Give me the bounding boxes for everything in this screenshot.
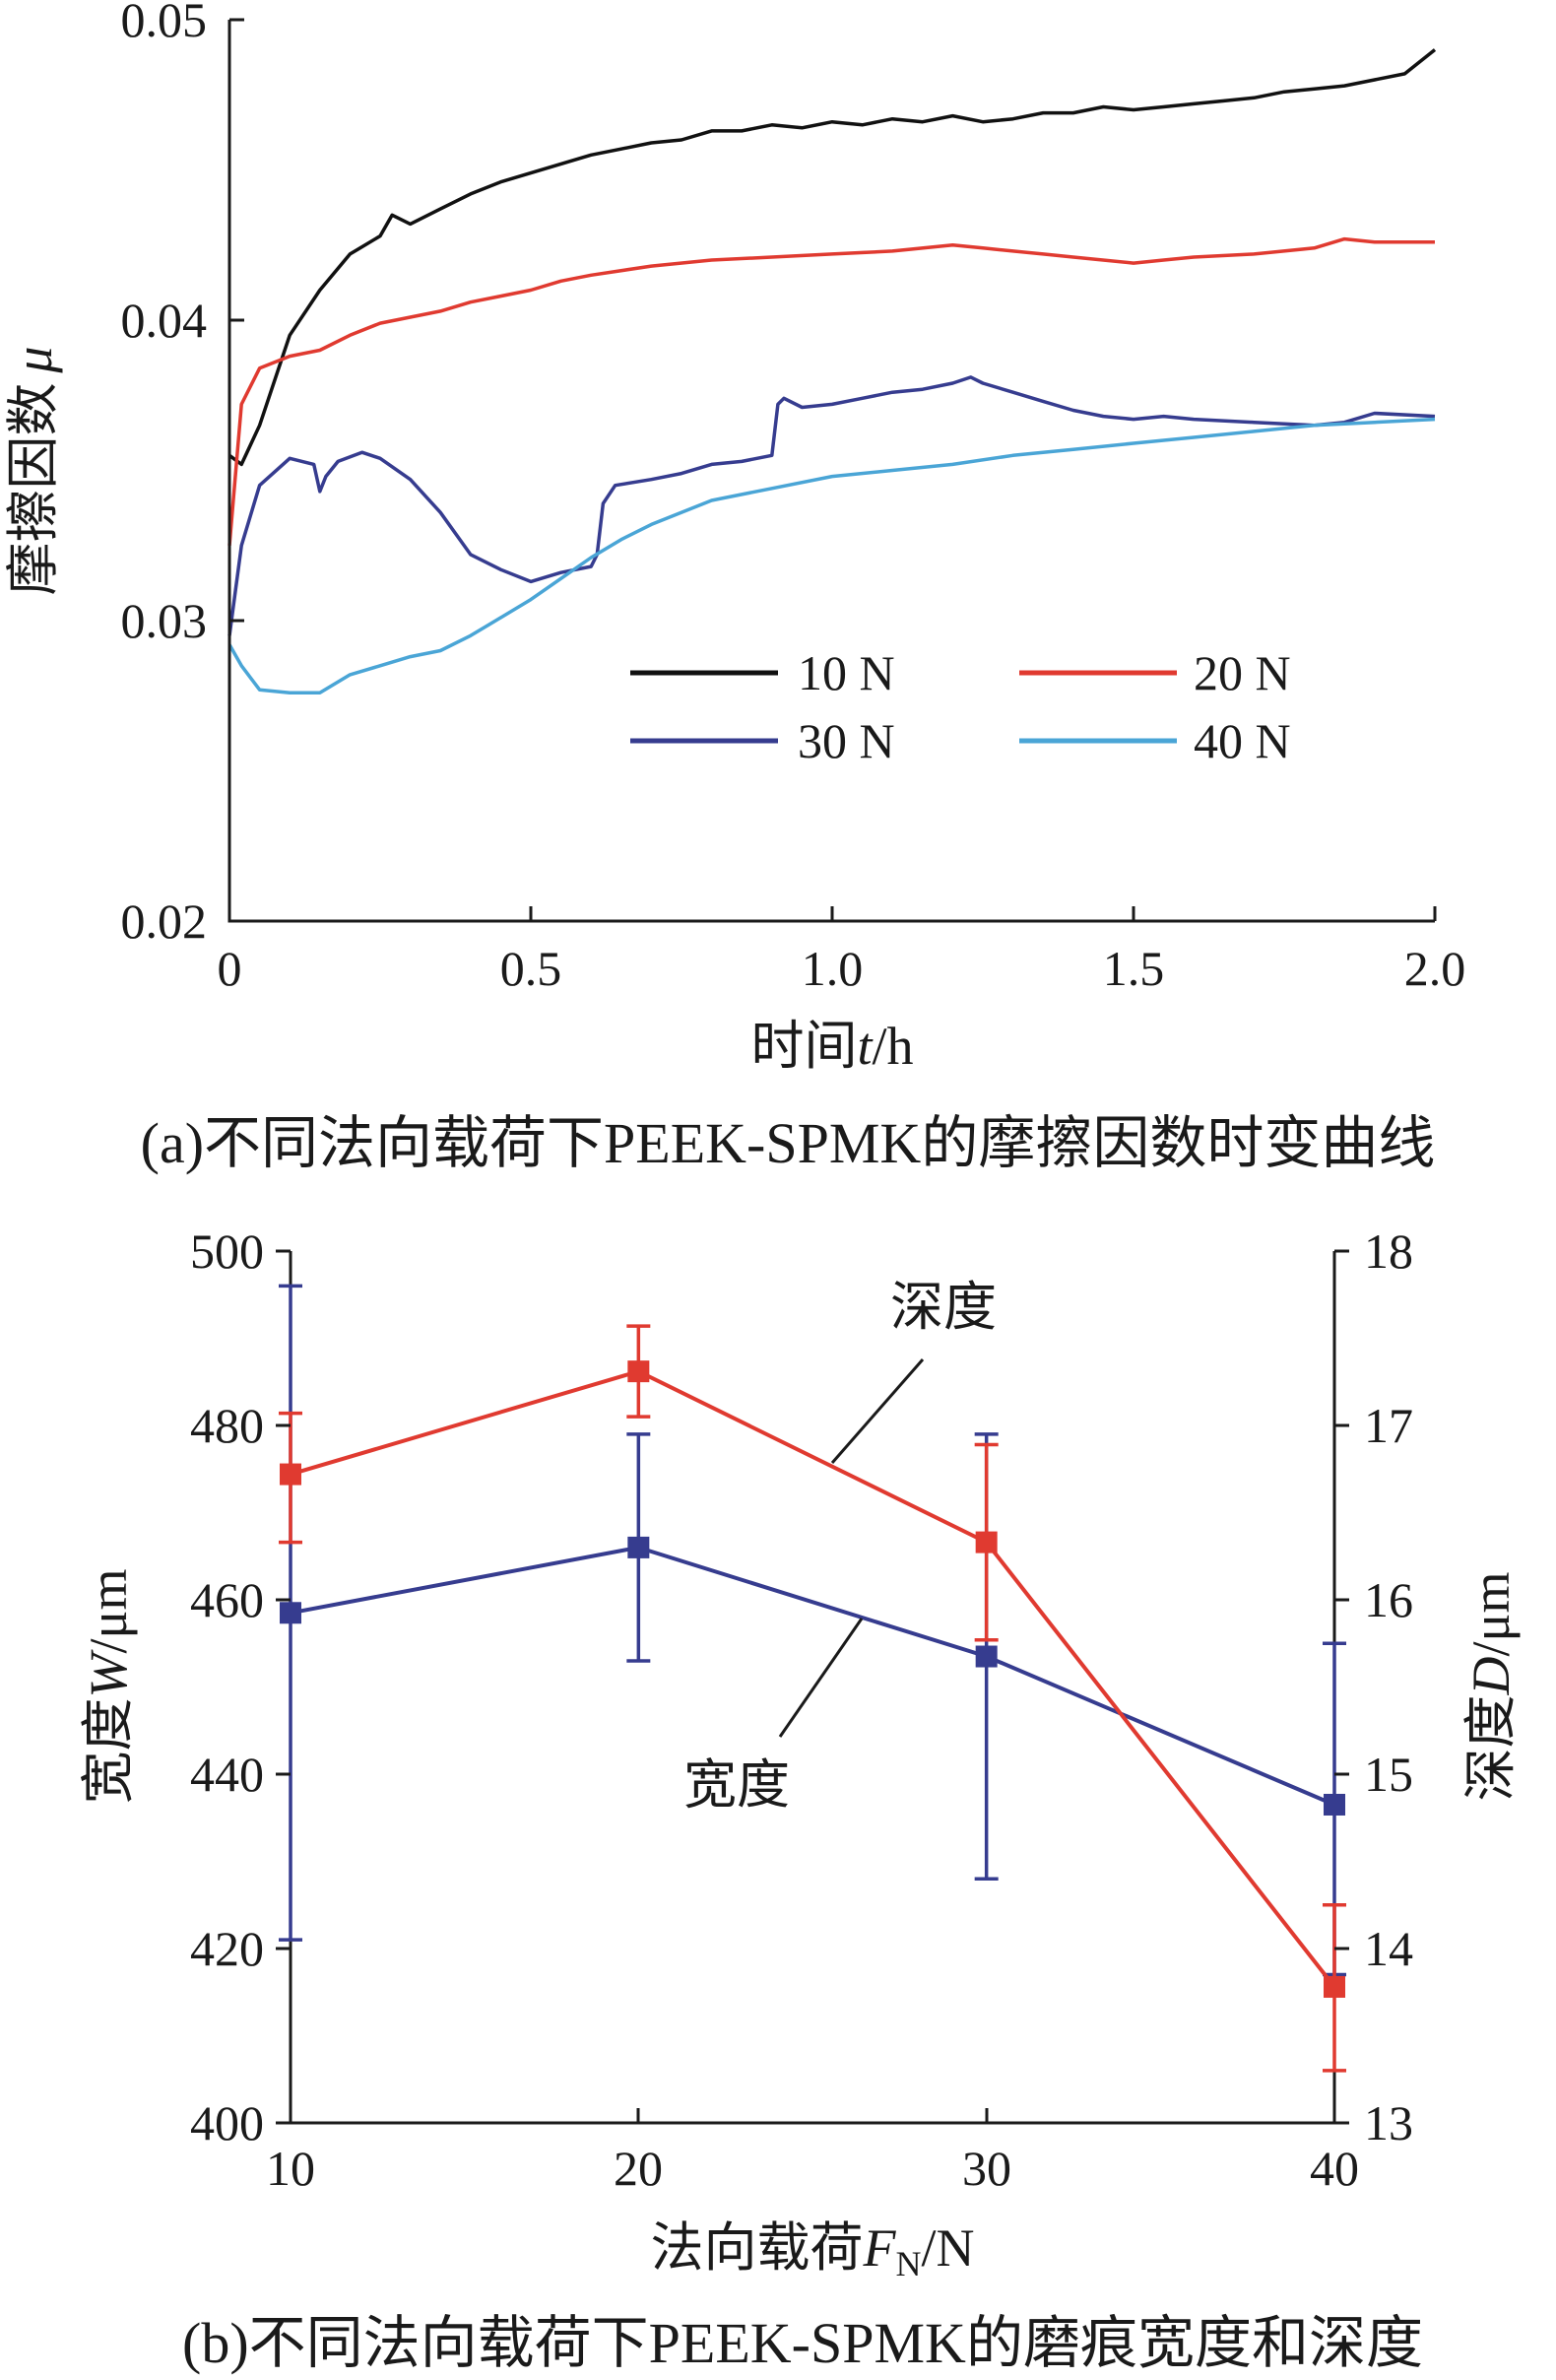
chart-a-legend: 10 N 20 N 30 N 40 N — [630, 645, 1291, 768]
chart-a-xtick-label: 2.0 — [1404, 941, 1466, 996]
chart-b: 10 20 30 40 400 420 440 460 480 500 — [79, 1223, 1521, 2375]
chart-b-ylabel-left: 宽度W/μm — [79, 1569, 138, 1805]
chart-b-xlabel: 法向载荷FN/N — [651, 2218, 975, 2283]
chart-b-ytick-label-right: 16 — [1364, 1572, 1413, 1627]
annotation-width: 宽度 — [683, 1755, 790, 1815]
data-point-depth — [975, 1531, 998, 1554]
data-point-depth — [1324, 1975, 1345, 1998]
legend-label-40n: 40 N — [1194, 713, 1291, 768]
series-line-40n — [227, 417, 1436, 694]
chart-a-caption: (a)不同法向载荷下PEEK-SPMK的摩擦因数时变曲线 — [141, 1111, 1436, 1175]
chart-b-ylabel-right: 深度D/μm — [1461, 1572, 1521, 1802]
annotation-depth: 深度 — [890, 1278, 997, 1337]
annotation-depth-leader — [830, 1358, 925, 1464]
legend-label-30n: 30 N — [798, 713, 895, 768]
chart-b-ytick-label-right: 18 — [1364, 1223, 1413, 1279]
data-point-width — [627, 1536, 650, 1558]
data-point-width — [975, 1645, 998, 1668]
chart-a-xlabel: 时间t/h — [750, 1017, 913, 1076]
chart-a: 0 0.5 1.0 1.5 2.0 0.02 0.03 0.04 0.05 时间… — [4, 0, 1465, 1175]
chart-b-caption: (b)不同法向载荷下PEEK-SPMK的磨痕宽度和深度 — [182, 2311, 1423, 2375]
data-point-width — [280, 1602, 301, 1624]
chart-b-plot — [279, 1284, 1346, 2073]
chart-b-yticks-left: 400 420 440 460 480 500 — [190, 1223, 291, 2150]
data-point-depth — [280, 1463, 301, 1486]
series-line-30n — [227, 375, 1436, 636]
chart-b-yticks-right: 13 14 15 16 17 18 — [1334, 1223, 1413, 2150]
chart-a-xticks: 0 0.5 1.0 1.5 2.0 — [218, 906, 1466, 996]
chart-b-ytick-label-left: 480 — [190, 1398, 264, 1453]
chart-a-yticks: 0.02 0.03 0.04 0.05 — [121, 0, 244, 949]
chart-b-axes — [289, 1251, 1336, 2125]
chart-b-ytick-label-right: 17 — [1364, 1398, 1413, 1453]
chart-a-ytick-label: 0.02 — [121, 893, 208, 949]
chart-b-ytick-label-left: 440 — [190, 1747, 264, 1802]
chart-a-ylabel: 摩擦因数μ — [4, 346, 63, 595]
annotation-width-leader — [778, 1618, 864, 1738]
chart-b-ytick-label-left: 460 — [190, 1572, 264, 1627]
chart-a-ytick-label: 0.03 — [121, 593, 208, 648]
legend-label-10n: 10 N — [798, 645, 895, 700]
series-line-depth — [290, 1368, 1336, 1989]
chart-b-ytick-label-right: 14 — [1364, 1921, 1413, 1976]
chart-a-ytick-label: 0.04 — [121, 293, 208, 348]
chart-b-xtick-label: 10 — [266, 2141, 315, 2196]
series-line-width — [290, 1545, 1335, 1807]
chart-a-xtick-label: 1.0 — [802, 941, 864, 996]
data-point-width — [1324, 1793, 1345, 1816]
chart-b-ytick-label-right: 15 — [1364, 1747, 1413, 1802]
chart-b-ytick-label-left: 400 — [190, 2095, 264, 2150]
legend-label-20n: 20 N — [1194, 645, 1291, 700]
series-line-20n — [227, 236, 1435, 546]
chart-a-xtick-label: 0 — [218, 941, 242, 996]
chart-a-ytick-label: 0.05 — [121, 0, 208, 47]
chart-b-xtick-label: 30 — [962, 2141, 1011, 2196]
chart-b-ytick-label-right: 13 — [1364, 2095, 1413, 2150]
chart-b-ytick-label-left: 420 — [190, 1921, 264, 1976]
chart-b-xtick-label: 20 — [614, 2141, 663, 2196]
chart-a-xtick-label: 1.5 — [1103, 941, 1165, 996]
chart-b-annotations: 深度 宽度 — [683, 1278, 997, 1815]
chart-a-plot — [227, 48, 1437, 694]
data-point-depth — [627, 1360, 650, 1383]
series-line-10n — [227, 48, 1437, 467]
chart-a-axes — [227, 20, 1435, 923]
chart-a-xtick-label: 0.5 — [500, 941, 562, 996]
chart-b-ytick-label-left: 500 — [190, 1223, 264, 1279]
chart-b-xtick-label: 40 — [1310, 2141, 1359, 2196]
chart-b-xticks: 10 20 30 40 — [266, 2108, 1359, 2196]
